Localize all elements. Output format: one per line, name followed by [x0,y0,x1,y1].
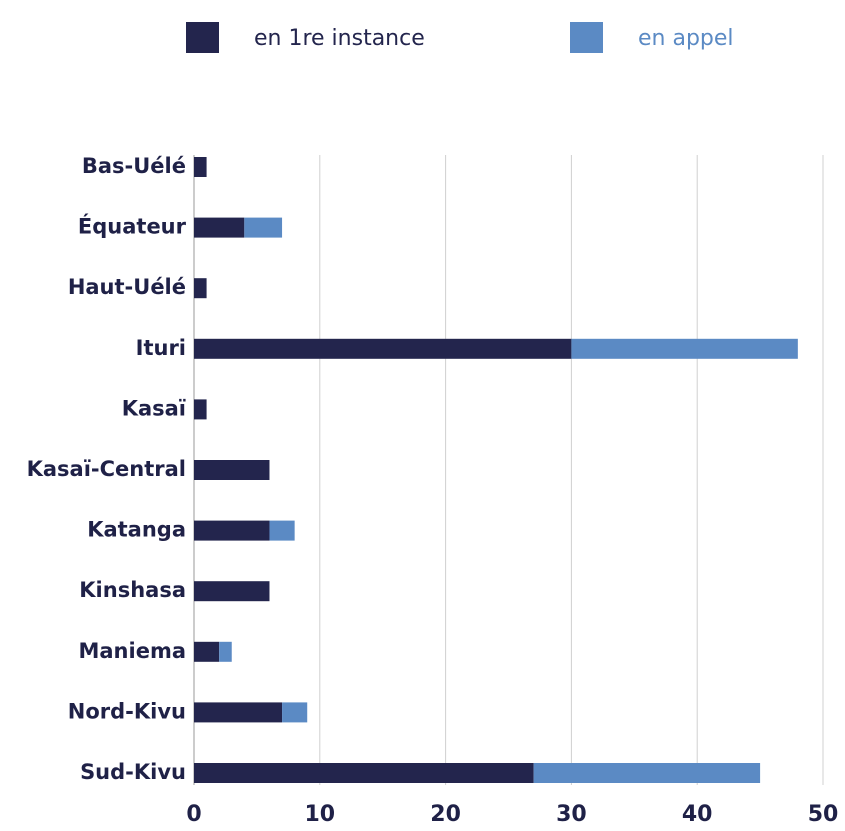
bar [194,157,207,177]
x-tick-label: 50 [808,802,839,827]
bar [194,763,534,783]
bar [194,399,207,420]
y-tick-label: Ituri [136,336,186,360]
legend-swatch [570,22,603,53]
bar [219,641,232,662]
y-tick-label: Équateur [78,214,187,239]
y-tick-label: Katanga [87,518,186,542]
x-tick-label: 10 [304,802,335,827]
x-tick-label: 0 [186,802,201,827]
bar [194,702,283,723]
y-tick-label: Kasaï [122,396,186,420]
bar [194,520,270,541]
bar [269,520,295,541]
bar [194,217,245,238]
legend-swatch [186,22,219,53]
bar [194,278,207,299]
y-tick-label: Kinshasa [79,578,186,602]
y-tick-label: Haut-Uélé [68,275,186,299]
x-tick-label: 40 [682,802,713,827]
bar [194,641,220,662]
bar [571,338,798,359]
bar [244,217,283,238]
bar [194,460,270,480]
legend-label: en 1re instance [254,26,425,51]
y-tick-label: Kasaï-Central [27,457,186,481]
y-tick-label: Sud-Kivu [80,760,186,784]
x-tick-label: 30 [556,802,587,827]
bar [194,338,572,359]
y-tick-label: Bas-Uélé [82,154,186,178]
y-tick-label: Nord-Kivu [68,699,186,723]
legend-label: en appel [638,26,734,51]
bar [533,763,761,783]
x-tick-label: 20 [430,802,461,827]
bar [194,581,270,602]
bar [282,702,308,723]
y-tick-label: Maniema [78,639,186,663]
